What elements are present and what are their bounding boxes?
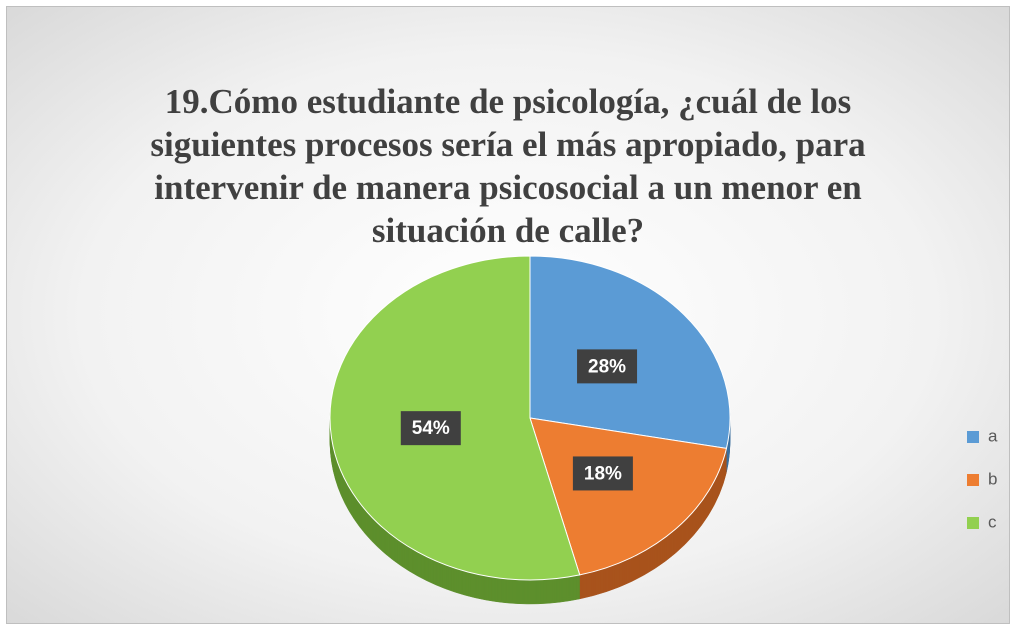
data-label-box [572,456,633,491]
data-label-box [577,349,638,384]
data-label-box [400,411,461,446]
legend-label: b [988,469,997,488]
chart-title: 19.Cómo estudiante de psicología, ¿cuál … [150,82,866,250]
legend-label: a [988,426,998,445]
legend-swatch [967,517,979,529]
legend-label: c [988,512,997,531]
data-label: 28% [588,356,626,377]
data-label: 54% [412,418,450,439]
legend-swatch [967,474,979,486]
data-label: 18% [584,463,622,484]
legend-swatch [967,431,979,443]
